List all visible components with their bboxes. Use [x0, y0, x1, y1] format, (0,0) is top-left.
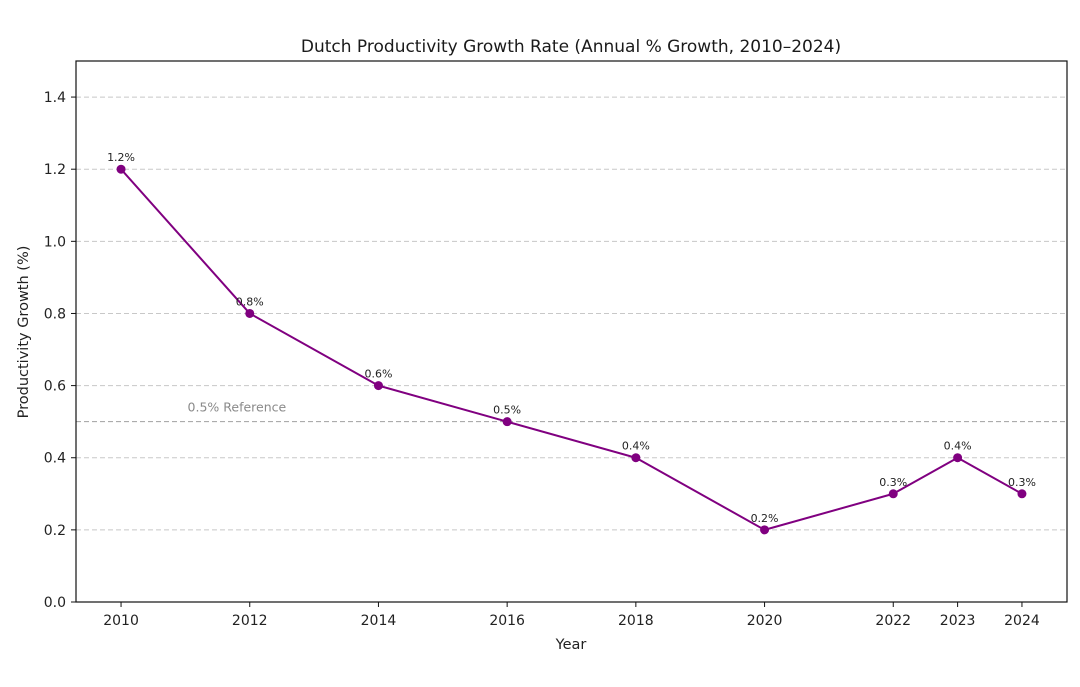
x-tick-label: 2014	[361, 613, 397, 629]
plot-frame	[75, 60, 1068, 603]
y-tick-label: 0.8	[44, 306, 66, 322]
x-tick-label: 2024	[1004, 613, 1040, 629]
series-line-group: 1.2% 0.8% 0.6% 0.5% 0.4% 0.2% 0.3% 0.4% 0.3%	[107, 151, 1036, 535]
x-tick-label: 2020	[747, 613, 783, 629]
y-tick-label: 1.2	[44, 162, 66, 178]
y-tick-label: 0.4	[44, 451, 66, 467]
x-tick-label: 2010	[103, 613, 139, 629]
data-point	[888, 489, 898, 499]
data-label: 0.6%	[364, 368, 392, 381]
data-point	[502, 417, 512, 427]
data-point	[760, 525, 770, 535]
y-tick-label: 1.0	[44, 234, 66, 250]
data-label: 0.4%	[622, 440, 650, 453]
data-label: 0.5%	[493, 404, 521, 417]
y-tick-label: 0.0	[44, 595, 66, 611]
data-point	[245, 308, 255, 318]
x-axis-ticks: 2010 2012 2014 2016 2018 2020 2022 2023 2024	[103, 602, 1040, 629]
reference-line-group: 0.5% Reference	[76, 400, 1067, 423]
data-point	[1017, 489, 1027, 499]
data-label: 0.8%	[236, 295, 264, 308]
gridlines	[76, 96, 1067, 531]
y-tick-label: 0.6	[44, 379, 66, 395]
data-point	[373, 381, 383, 391]
x-axis-label: Year	[555, 637, 587, 653]
reference-line-label: 0.5% Reference	[188, 400, 287, 415]
data-label: 1.2%	[107, 151, 135, 164]
data-label: 0.2%	[751, 512, 779, 525]
data-label: 0.3%	[879, 476, 907, 489]
x-tick-label: 2012	[232, 613, 268, 629]
x-tick-label: 2016	[489, 613, 525, 629]
x-tick-label: 2023	[940, 613, 976, 629]
y-axis-label: Productivity Growth (%)	[16, 246, 32, 419]
y-tick-label: 1.4	[44, 90, 66, 106]
data-point	[116, 164, 126, 174]
data-point	[631, 453, 641, 463]
data-label: 0.4%	[944, 440, 972, 453]
data-label: 0.3%	[1008, 476, 1036, 489]
data-point	[953, 453, 963, 463]
y-axis-ticks: 0.0 0.2 0.4 0.6 0.8 1.0 1.2 1.4	[44, 90, 76, 611]
x-tick-label: 2022	[875, 613, 911, 629]
x-tick-label: 2018	[618, 613, 654, 629]
y-tick-label: 0.2	[44, 523, 66, 539]
chart-title: Dutch Productivity Growth Rate (Annual %…	[301, 37, 841, 57]
